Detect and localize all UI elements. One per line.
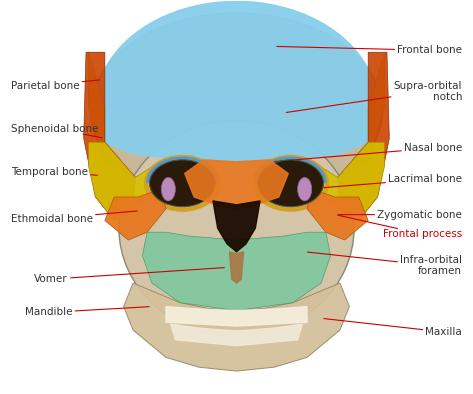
Text: Frontal process: Frontal process <box>338 215 462 239</box>
Polygon shape <box>105 107 368 162</box>
Text: Zygomatic bone: Zygomatic bone <box>338 210 462 219</box>
Text: Lacrimal bone: Lacrimal bone <box>307 175 462 189</box>
Polygon shape <box>88 142 171 221</box>
Polygon shape <box>307 189 368 240</box>
Ellipse shape <box>91 13 382 209</box>
Ellipse shape <box>119 121 354 336</box>
Ellipse shape <box>298 177 312 201</box>
Polygon shape <box>229 252 244 283</box>
Text: Sphenoidal bone: Sphenoidal bone <box>11 124 102 138</box>
Polygon shape <box>338 52 389 221</box>
Text: Supra-orbital
notch: Supra-orbital notch <box>286 80 462 112</box>
Text: Vomer: Vomer <box>35 268 224 284</box>
Text: Frontal bone: Frontal bone <box>277 45 462 55</box>
Text: Nasal bone: Nasal bone <box>274 143 462 162</box>
Polygon shape <box>88 52 119 166</box>
Polygon shape <box>96 2 377 107</box>
Polygon shape <box>166 307 307 326</box>
Ellipse shape <box>149 160 215 207</box>
Text: Maxilla: Maxilla <box>324 319 462 337</box>
Text: Infra-orbital
foramen: Infra-orbital foramen <box>307 252 462 276</box>
Polygon shape <box>213 201 260 252</box>
Polygon shape <box>302 142 385 221</box>
Polygon shape <box>185 160 288 209</box>
Text: Parietal bone: Parietal bone <box>11 80 100 91</box>
Polygon shape <box>84 52 135 221</box>
Polygon shape <box>142 232 331 310</box>
Ellipse shape <box>258 160 324 207</box>
Text: Ethmoidal bone: Ethmoidal bone <box>11 211 137 223</box>
Polygon shape <box>123 283 350 371</box>
Text: Temporal bone: Temporal bone <box>11 167 97 177</box>
Ellipse shape <box>161 177 175 201</box>
Text: Mandible: Mandible <box>25 307 149 318</box>
Polygon shape <box>105 189 166 240</box>
Polygon shape <box>354 52 385 166</box>
Polygon shape <box>171 324 302 346</box>
